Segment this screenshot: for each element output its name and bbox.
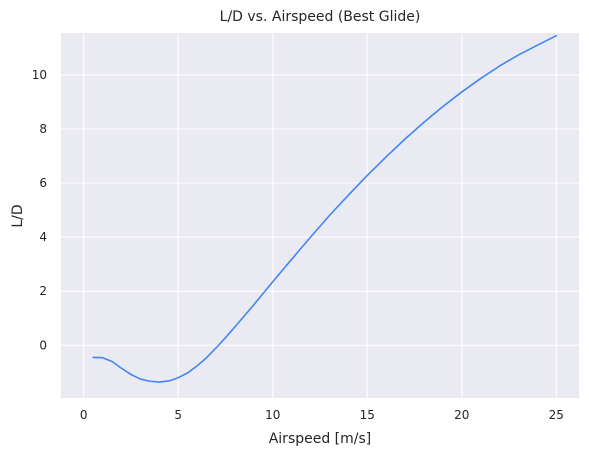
y-tick-label: 0: [39, 338, 47, 352]
chart-title: L/D vs. Airspeed (Best Glide): [220, 9, 421, 25]
series-group: [92, 34, 558, 383]
y-tick-label: 8: [39, 122, 47, 136]
grid: [61, 33, 579, 398]
y-tick-label: 10: [32, 68, 47, 82]
series-line-0: [92, 34, 558, 383]
y-tick-label: 6: [39, 176, 47, 190]
y-tick-label: 2: [39, 284, 47, 298]
x-tick-label: 15: [360, 408, 375, 422]
x-tick-label: 5: [174, 408, 182, 422]
y-tick-label: 4: [39, 230, 47, 244]
y-axis-label: L/D: [10, 204, 26, 227]
x-tick-label: 10: [265, 408, 280, 422]
x-axis-ticks: 0 5 10 15 20 25: [80, 408, 564, 422]
x-tick-label: 0: [80, 408, 88, 422]
x-tick-label: 20: [454, 408, 469, 422]
x-tick-label: 25: [549, 408, 564, 422]
x-axis-label: Airspeed [m/s]: [269, 431, 372, 447]
plot-area: [61, 33, 579, 398]
y-axis-ticks: 0 2 4 6 8 10: [32, 68, 47, 352]
